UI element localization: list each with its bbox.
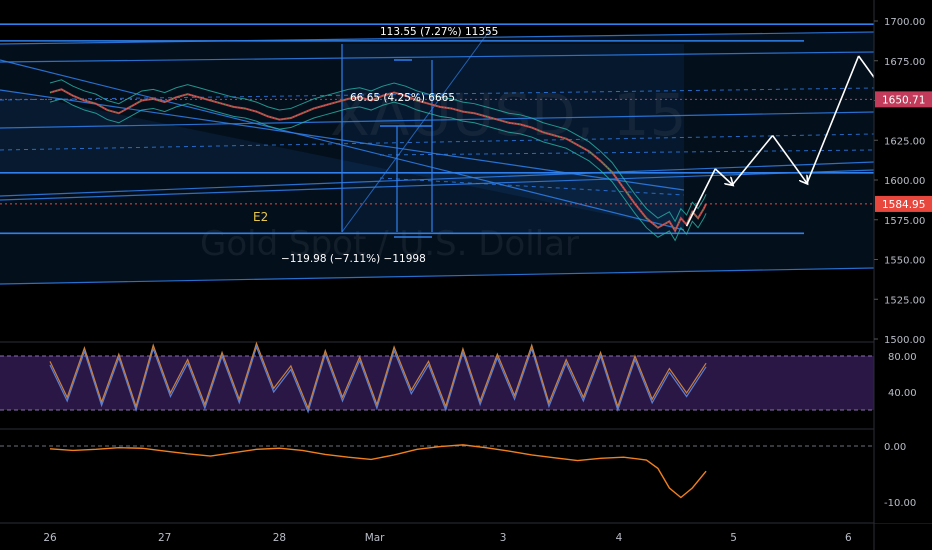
price-series (49, 79, 707, 242)
projection-segment-2 (731, 134, 774, 186)
rsi-signal-line (49, 345, 707, 414)
time-axis-ticks: 26 27 28 Mar 3 4 5 6 (43, 532, 852, 544)
annotation-rise-2: 113.55 (7.27%) 11355 (380, 26, 498, 38)
bollinger-lower (49, 98, 707, 242)
price-tick-label: 1550.00 (884, 256, 925, 267)
measure-diagonal (341, 29, 491, 233)
channel-line-6 (0, 161, 875, 197)
channel-mid-line-2 (379, 149, 875, 156)
watermark-symbol: XAUUSD, 15 (330, 81, 686, 149)
price-tick-label: 1500.00 (884, 335, 925, 346)
time-tick-label: Mar (365, 532, 385, 544)
last-price-label: 1584.95 (875, 195, 932, 212)
measure-fill-zone (342, 44, 684, 232)
channel-fill-outer (0, 32, 874, 284)
last-price-value: 1584.95 (882, 199, 925, 211)
momentum-tick-label: -10.00 (884, 498, 916, 509)
price-tick-label: 1600.00 (884, 176, 925, 187)
marked-level-label: 1650.71 (875, 91, 932, 108)
momentum-tick-label: 0.00 (884, 442, 906, 453)
price-axis[interactable] (874, 0, 932, 523)
channel-mid-line-1 (0, 133, 875, 151)
time-tick-label: 6 (845, 532, 852, 544)
rsi-panel (0, 341, 874, 414)
momentum-panel (0, 444, 874, 499)
time-tick-label: 26 (43, 532, 57, 544)
rsi-axis-ticks: 80.00 40.00 (888, 352, 917, 399)
rsi-tick-label: 40.00 (888, 388, 917, 399)
wave-label-e2: E2 (253, 210, 268, 224)
time-tick-label: 4 (616, 532, 623, 544)
annotation-rise-1: 66.65 (4.25%) 6665 (350, 92, 455, 104)
price-tick-label: 1525.00 (884, 295, 925, 306)
time-tick-label: 27 (158, 532, 171, 544)
price-tick-label: 1625.00 (884, 136, 925, 147)
channel-line-0 (0, 31, 875, 45)
price-candles (49, 88, 707, 232)
channel-fills (0, 32, 874, 284)
rsi-line (49, 341, 707, 411)
rsi-tick-label: 80.00 (888, 352, 917, 363)
price-tick-label: 1700.00 (884, 17, 925, 28)
channel-line-3 (0, 267, 875, 285)
channel-line-1 (0, 51, 875, 63)
time-tick-label: 5 (730, 532, 737, 544)
marked-level-value: 1650.71 (882, 94, 925, 106)
projection-segment-3 (771, 135, 807, 183)
watermark-name: Gold Spot / U.S. Dollar (200, 224, 579, 264)
momentum-axis-ticks: 0.00 -10.00 (884, 442, 916, 509)
channel-mid-line-3 (379, 177, 685, 196)
momentum-line (49, 444, 707, 499)
time-tick-label: 28 (273, 532, 286, 544)
projection-segment-0 (685, 168, 716, 227)
time-tick-label: 3 (500, 532, 507, 544)
bollinger-upper (49, 79, 707, 223)
price-tick-label: 1675.00 (884, 57, 925, 68)
channel-mid-line-0 (0, 87, 875, 101)
projection-segment-4 (806, 55, 860, 184)
projection-segment-1 (714, 168, 732, 185)
channel-line-2 (0, 111, 875, 129)
annotation-drop: −119.98 (−7.11%) −11998 (281, 253, 426, 265)
measure-tools[interactable] (341, 29, 491, 238)
price-tick-label: 1575.00 (884, 216, 925, 227)
channel-line-7 (0, 169, 875, 201)
